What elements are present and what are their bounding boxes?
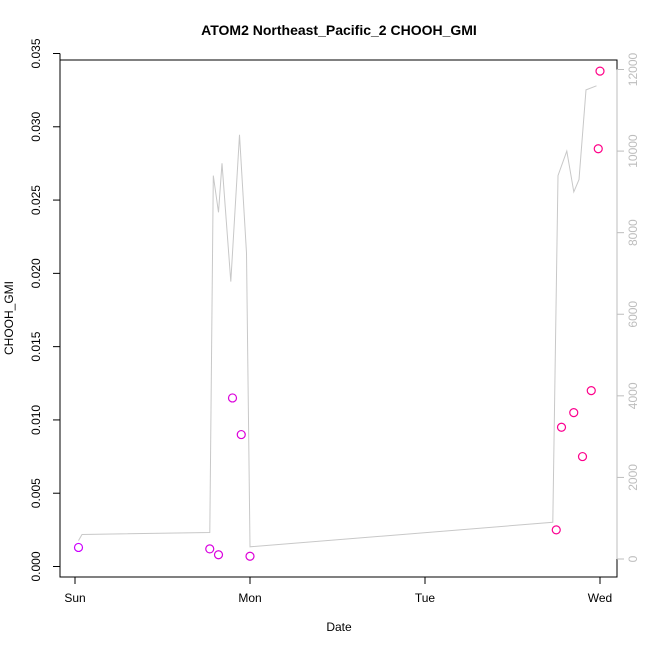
data-point	[245, 551, 255, 561]
altitude-series-line	[78, 85, 597, 548]
y-axis-label: CHOOH_GMI	[2, 281, 16, 355]
x-tick-label: Tue	[415, 591, 436, 605]
data-point	[556, 422, 567, 432]
y-tick-label: 0.010	[29, 405, 43, 435]
data-point	[227, 393, 238, 403]
data-point	[569, 408, 579, 418]
right-axis: 0 2000 4000 6000 8000 10000 12000	[616, 52, 640, 562]
data-point	[595, 66, 605, 76]
y-tick-label: 0.025	[29, 185, 43, 215]
data-point	[551, 525, 561, 535]
points-layer	[73, 66, 605, 561]
data-point	[236, 429, 246, 440]
right-tick-label: 2000	[626, 464, 640, 491]
x-tick-label: Mon	[238, 591, 261, 605]
right-tick-label: 4000	[626, 382, 640, 409]
x-tick-label: Wed	[588, 591, 612, 605]
data-point	[73, 542, 84, 553]
data-point	[593, 144, 603, 154]
right-tick-label: 0	[626, 555, 640, 562]
x-axis: Sun Mon Tue Wed	[64, 576, 612, 605]
right-tick-label: 10000	[626, 134, 640, 168]
x-axis-label: Date	[326, 620, 352, 634]
data-point	[586, 386, 596, 396]
y-tick-label: 0.035	[29, 38, 43, 68]
y-tick-label: 0.020	[29, 258, 43, 288]
y-axis: 0.000 0.005 0.010 0.015 0.020 0.025 0.030 0.035	[29, 38, 61, 582]
altitude-line-layer	[78, 85, 597, 548]
data-point	[213, 550, 224, 560]
data-point	[577, 451, 588, 462]
y-tick-label: 0.005	[29, 478, 43, 508]
y-tick-label: 0.015	[29, 331, 43, 361]
right-tick-label: 6000	[626, 301, 640, 328]
right-tick-label: 8000	[626, 219, 640, 246]
chart-title: ATOM2 Northeast_Pacific_2 CHOOH_GMI	[201, 22, 477, 38]
x-tick-label: Sun	[64, 591, 85, 605]
data-point	[205, 544, 215, 554]
y-tick-label: 0.000	[29, 551, 43, 581]
y-tick-label: 0.030	[29, 111, 43, 141]
right-tick-label: 12000	[626, 52, 640, 86]
